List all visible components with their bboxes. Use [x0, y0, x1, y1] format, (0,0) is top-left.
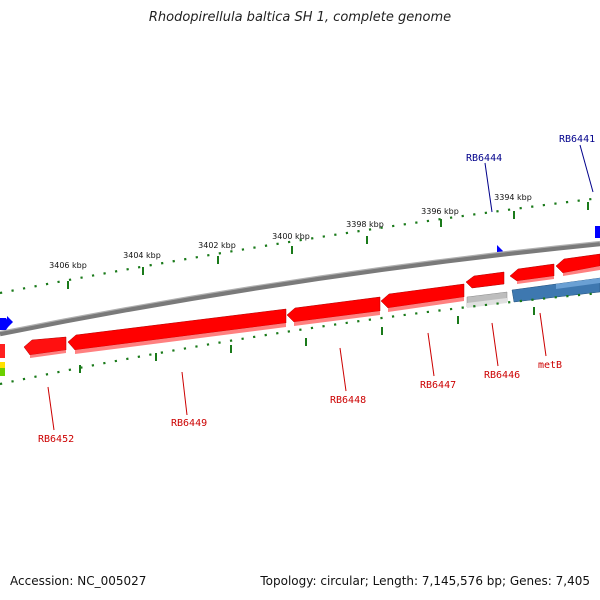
genome-summary-text: Topology: circular; Length: 7,145,576 bp… — [260, 574, 590, 588]
genome-title: Rhodopirellula baltica SH 1, complete ge… — [148, 10, 452, 25]
scale-label: 3406 kbp — [49, 261, 87, 270]
scale-label: 3396 kbp — [421, 207, 459, 216]
gene-label-RB6452: RB6452 — [38, 434, 74, 445]
scale-label: 3404 kbp — [123, 251, 161, 260]
scale-labels: 3406 kbp 3404 kbp 3402 kbp 3400 kbp 3398… — [49, 193, 532, 270]
reverse-strand-genes — [23, 277, 600, 358]
top-label-leaders — [484, 144, 594, 213]
partial-green-gene — [0, 368, 5, 376]
red-gene — [555, 253, 600, 274]
partial-yellow-gene — [0, 362, 5, 368]
red-gene — [509, 263, 555, 282]
gene-label-metB: metB — [538, 360, 562, 371]
gene-label-RB6448: RB6448 — [330, 395, 366, 406]
gene-label-RB6444: RB6444 — [466, 153, 502, 164]
gene-RB6452 — [23, 336, 67, 356]
genome-backbone — [0, 241, 600, 337]
red-gene — [465, 271, 505, 289]
gene-label-RB6447: RB6447 — [420, 380, 456, 391]
lower-scale-major-ticks — [79, 307, 535, 373]
upper-scale-major-ticks — [67, 202, 589, 289]
scale-label: 3394 kbp — [494, 193, 532, 202]
partial-red-gene — [0, 344, 5, 358]
blue-gene-marker — [595, 226, 600, 238]
gene-label-RB6446: RB6446 — [484, 370, 520, 381]
blue-gene-marker — [7, 316, 13, 328]
scale-label: 3402 kbp — [198, 241, 236, 250]
lower-scale-track — [0, 291, 600, 386]
bottom-label-leaders — [47, 312, 547, 431]
scale-label: 3398 kbp — [346, 220, 384, 229]
accession-text: Accession: NC_005027 — [10, 574, 147, 588]
forward-strand-genes — [465, 253, 600, 289]
scale-label: 3400 kbp — [272, 232, 310, 241]
gene-RB6449 — [67, 308, 287, 351]
gene-label-RB6441: RB6441 — [559, 134, 595, 145]
gene-RB6447 — [380, 283, 465, 309]
gene-RB6448 — [286, 296, 381, 323]
upper-scale-track — [0, 196, 600, 295]
gene-label-RB6449: RB6449 — [171, 418, 207, 429]
